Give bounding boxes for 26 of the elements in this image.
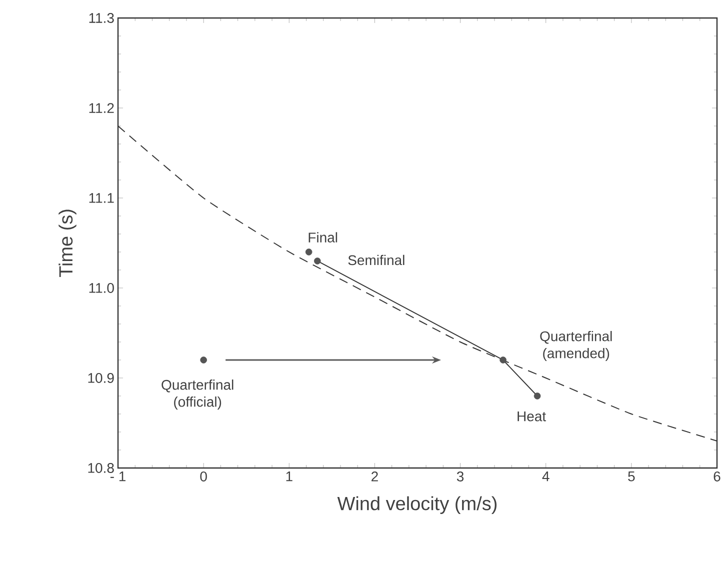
x-tick-label: 2 [372,472,378,482]
y-tick-label: 11.1 [89,193,114,203]
x-tick-label: 6 [714,472,720,482]
y-tick-label: 11.0 [89,283,114,293]
y-axis-title: Time (s) [58,210,76,278]
x-tick-label: 4 [542,472,550,482]
y-tick-label: 11.3 [89,13,114,23]
x-axis-title: Wind velocity (m/s) [337,496,497,514]
y-tick-label: 10.9 [88,373,114,383]
point [305,248,312,256]
x-tick-label: - 1 [110,472,126,482]
x-tick-label: 5 [628,472,635,482]
y-tick-label: 11.2 [89,103,114,113]
annotation: Quarterfinal (official) [162,380,234,410]
annotation: Semifinal [348,254,404,266]
x-tick-label: 1 [286,472,292,482]
point [500,356,506,364]
point [314,258,321,264]
y-tick-label: 10.8 [88,463,114,473]
x-tick-label: 0 [200,472,207,482]
annotation: Quarterfinal (amended) [540,330,612,362]
annotation: Final [308,232,338,242]
point [200,356,207,364]
x-tick-label: 3 [456,472,464,482]
point [534,392,541,400]
annotation: Heat [518,412,546,422]
